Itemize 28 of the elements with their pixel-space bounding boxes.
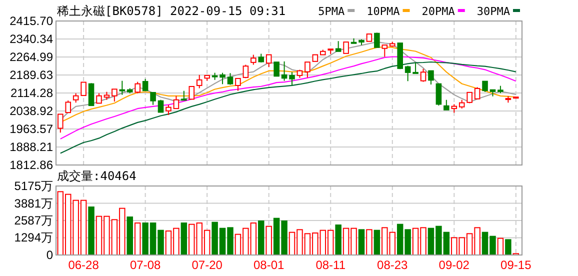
x-tick-label: 09-15: [500, 258, 532, 272]
y-tick-label: 2189.63: [10, 68, 54, 82]
chart-title: 成交量:40464: [57, 169, 136, 183]
chart-title: 稀土永磁[BK0578] 2022-09-15 09:31: [57, 4, 286, 18]
y-tick-label: 2340.34: [10, 32, 54, 46]
y-tick-label: 2114.28: [10, 86, 54, 100]
y-tick-label: 2415.70: [10, 14, 54, 28]
y-tick-label: 1294万: [14, 230, 53, 245]
legend-label: 20PMA: [422, 5, 456, 18]
y-tick-label: 1888.21: [10, 140, 54, 154]
y-tick-label: 5175万: [14, 179, 53, 193]
legend-label: 30PMA: [476, 5, 510, 18]
x-tick-label: 08-01: [254, 258, 285, 272]
x-tick-label: 06-28: [68, 258, 100, 272]
x-tick-label: 09-02: [438, 258, 470, 272]
x-tick-label: 08-11: [316, 258, 346, 272]
y-tick-label: 3881万: [14, 196, 53, 210]
x-tick-label: 08-23: [377, 258, 408, 272]
y-tick-label: 2038.92: [10, 104, 54, 118]
x-tick-label: 07-20: [192, 258, 223, 272]
y-tick-label: 1812.86: [10, 158, 54, 172]
y-tick-label: 2264.99: [10, 50, 54, 64]
y-tick-label: 2587万: [14, 214, 53, 228]
legend-label: 10PMA: [366, 5, 400, 18]
x-tick-label: 07-08: [130, 258, 161, 272]
legend-label: 5PMA: [318, 5, 345, 18]
y-tick-label: 0: [46, 248, 54, 262]
y-tick-label: 1963.57: [10, 122, 54, 136]
